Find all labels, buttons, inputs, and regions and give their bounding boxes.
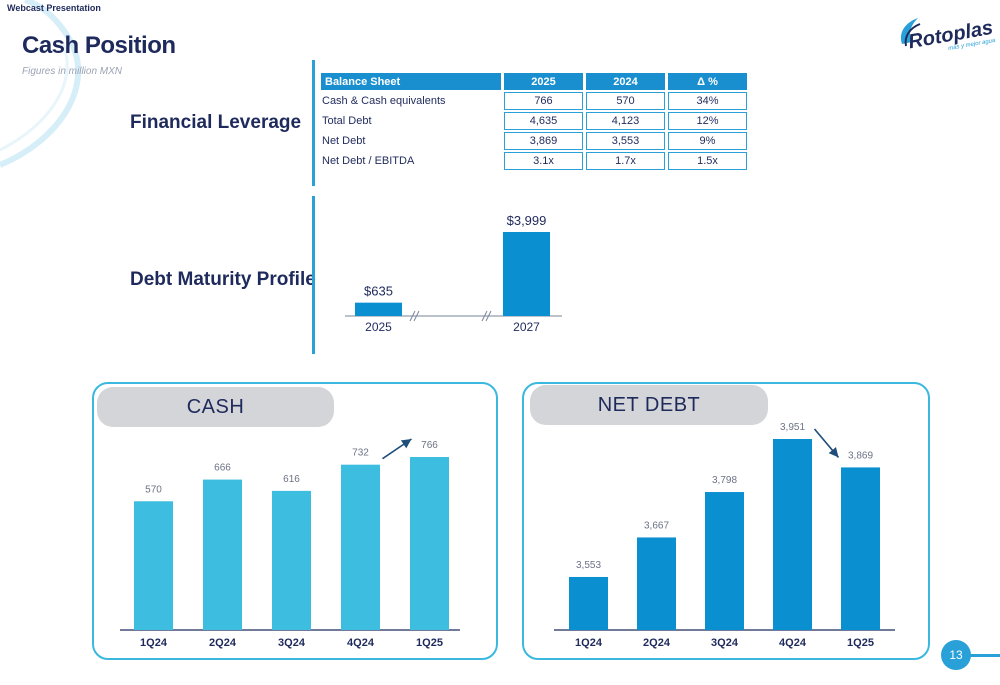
cell-delta: 34%: [668, 92, 747, 110]
debt-maturity-label: Debt Maturity Profile: [130, 269, 316, 290]
x-tick-label: 4Q24: [347, 637, 375, 649]
table-header-cell: 2024: [586, 73, 665, 90]
net-debt-title-pill: NET DEBT: [530, 385, 768, 425]
data-label: $3,999: [507, 213, 547, 228]
leverage-divider: [312, 60, 315, 186]
maturity-divider: [312, 196, 315, 354]
x-tick-label: 1Q24: [575, 637, 603, 649]
cash-panel: [92, 382, 498, 660]
table-header-row: Balance Sheet 2025 2024 Δ %: [321, 73, 747, 90]
bar: [203, 479, 242, 630]
row-label: Net Debt / EBITDA: [322, 155, 415, 167]
x-tick-label: 2025: [365, 320, 392, 334]
debt-maturity-chart: $635 2025 $3,999 2027: [345, 213, 562, 334]
x-tick-label: 2027: [513, 320, 540, 334]
data-label: 3,798: [712, 475, 737, 486]
cell-2025: 766: [504, 92, 583, 110]
bar: [503, 232, 550, 316]
x-tick-label: 1Q25: [847, 637, 874, 649]
data-label: 766: [421, 440, 438, 451]
data-label: 732: [352, 448, 369, 459]
data-label: 616: [283, 474, 300, 485]
cell-delta: 9%: [668, 132, 747, 150]
x-tick-label: 3Q24: [711, 637, 739, 649]
data-label: 3,869: [848, 450, 873, 461]
bar: [410, 457, 449, 630]
data-label: 3,553: [576, 560, 601, 571]
x-tick-label: 3Q24: [278, 637, 306, 649]
page-title: Cash Position: [22, 32, 176, 59]
balance-sheet-table: Balance Sheet 2025 2024 Δ % Cash & Cash …: [318, 71, 750, 172]
trend-arrow: [382, 438, 412, 460]
table-row: Net Debt 3,869 3,553 9%: [321, 132, 747, 150]
water-drop-icon: [900, 18, 921, 47]
axis-break-mark: [485, 310, 492, 322]
table-row: Cash & Cash equivalents 766 570 34%: [321, 92, 747, 110]
row-label: Cash & Cash equivalents: [322, 95, 446, 107]
data-label: 570: [145, 484, 162, 495]
decorative-swoosh: [0, 0, 82, 168]
rotoplas-logo: Rotoplas más y mejor agua: [894, 14, 996, 56]
cash-chart: 570 1Q24 666 2Q24 616 3Q24 732 4Q24 766 1Q25: [120, 438, 460, 649]
cell-2024: 4,123: [586, 112, 665, 130]
row-label: Total Debt: [322, 115, 372, 127]
bar: [134, 501, 173, 630]
bar: [341, 464, 380, 630]
bar: [272, 490, 311, 630]
bar: [637, 537, 676, 630]
cell-2024: 3,553: [586, 132, 665, 150]
cell-2025: 3,869: [504, 132, 583, 150]
page-number: 13: [941, 640, 971, 670]
x-tick-label: 1Q25: [416, 637, 443, 649]
cell-delta: 1.5x: [668, 152, 747, 170]
page-number-line: [970, 654, 1000, 657]
financial-leverage-label: Financial Leverage: [130, 112, 302, 133]
bar: [569, 576, 608, 630]
net-debt-panel: [522, 382, 930, 660]
bar: [705, 492, 744, 630]
table-row: Net Debt / EBITDA 3.1x 1.7x 1.5x: [321, 152, 747, 170]
cell-2024: 1.7x: [586, 152, 665, 170]
data-label: $635: [364, 284, 393, 299]
axis-break-mark: [481, 310, 488, 322]
bar: [355, 302, 402, 316]
page-subtitle: Figures in million MXN: [22, 66, 123, 77]
cash-title-pill: CASH: [97, 387, 334, 427]
axis-break-mark: [413, 310, 420, 322]
data-label: 3,667: [644, 520, 669, 531]
cell-2025: 4,635: [504, 112, 583, 130]
table-header-cell: 2025: [504, 73, 583, 90]
x-tick-label: 2Q24: [209, 637, 237, 649]
cell-delta: 12%: [668, 112, 747, 130]
x-tick-label: 1Q24: [140, 637, 168, 649]
bar: [773, 439, 812, 630]
axis-break-mark: [409, 310, 416, 322]
bar: [841, 467, 880, 630]
x-tick-label: 4Q24: [779, 637, 807, 649]
table-header-cell: Δ %: [668, 73, 747, 90]
data-label: 3,951: [780, 422, 805, 433]
x-tick-label: 2Q24: [643, 637, 671, 649]
presentation-label: Webcast Presentation: [7, 3, 101, 13]
data-label: 666: [214, 463, 231, 474]
table-row: Total Debt 4,635 4,123 12%: [321, 112, 747, 130]
trend-arrow: [813, 428, 840, 458]
cell-2025: 3.1x: [504, 152, 583, 170]
table-header-cell: Balance Sheet: [321, 73, 501, 90]
row-label: Net Debt: [322, 135, 366, 147]
cell-2024: 570: [586, 92, 665, 110]
net-debt-chart: 3,553 1Q24 3,667 2Q24 3,798 3Q24 3,951 4Q24 3,86…: [554, 422, 895, 649]
